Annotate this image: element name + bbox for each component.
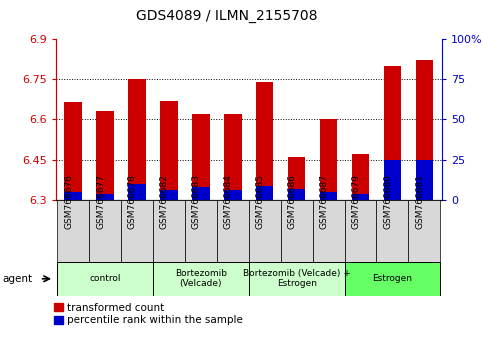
Text: GSM766683: GSM766683 (192, 175, 201, 229)
Bar (320, 120, 337, 200)
Bar (288, 157, 305, 200)
Bar (64, 192, 82, 200)
Bar (128, 79, 146, 200)
Text: GDS4089 / ILMN_2155708: GDS4089 / ILMN_2155708 (136, 9, 318, 23)
Text: GSM766684: GSM766684 (224, 175, 233, 229)
Bar (224, 190, 242, 200)
Bar (249, 262, 344, 296)
Bar (352, 194, 369, 200)
Bar (256, 185, 273, 200)
Bar (224, 114, 242, 200)
Bar (384, 66, 401, 200)
Bar (384, 160, 401, 200)
Text: GSM766680: GSM766680 (384, 175, 393, 229)
Text: Bortezomib
(Velcade): Bortezomib (Velcade) (175, 269, 227, 289)
Bar (281, 200, 313, 262)
Bar (153, 262, 249, 296)
Bar (249, 200, 281, 262)
Text: GSM766687: GSM766687 (320, 175, 328, 229)
Bar (415, 160, 433, 200)
Text: GSM766678: GSM766678 (128, 175, 137, 229)
Bar (313, 200, 344, 262)
Legend: transformed count, percentile rank within the sample: transformed count, percentile rank withi… (54, 303, 243, 325)
Text: GSM766685: GSM766685 (256, 175, 265, 229)
Bar (128, 184, 146, 200)
Bar (121, 200, 153, 262)
Bar (217, 200, 249, 262)
Bar (288, 189, 305, 200)
Bar (160, 190, 178, 200)
Bar (185, 200, 217, 262)
Bar (192, 187, 210, 200)
Text: control: control (89, 274, 121, 283)
Text: agent: agent (2, 274, 32, 284)
Text: GSM766679: GSM766679 (352, 175, 360, 229)
Text: GSM766681: GSM766681 (415, 175, 425, 229)
Bar (96, 194, 114, 200)
Bar (153, 200, 185, 262)
Bar (256, 82, 273, 200)
Bar (344, 262, 440, 296)
Text: GSM766677: GSM766677 (96, 175, 105, 229)
Bar (57, 200, 89, 262)
Bar (89, 200, 121, 262)
Text: GSM766682: GSM766682 (160, 175, 169, 229)
Bar (344, 200, 376, 262)
Bar (376, 200, 409, 262)
Bar (409, 200, 440, 262)
Bar (352, 154, 369, 200)
Text: Bortezomib (Velcade) +
Estrogen: Bortezomib (Velcade) + Estrogen (243, 269, 351, 289)
Bar (57, 262, 153, 296)
Bar (320, 192, 337, 200)
Bar (415, 61, 433, 200)
Bar (96, 112, 114, 200)
Text: GSM766676: GSM766676 (64, 175, 73, 229)
Bar (160, 101, 178, 200)
Bar (64, 102, 82, 200)
Bar (192, 114, 210, 200)
Text: GSM766686: GSM766686 (288, 175, 297, 229)
Text: Estrogen: Estrogen (372, 274, 412, 283)
